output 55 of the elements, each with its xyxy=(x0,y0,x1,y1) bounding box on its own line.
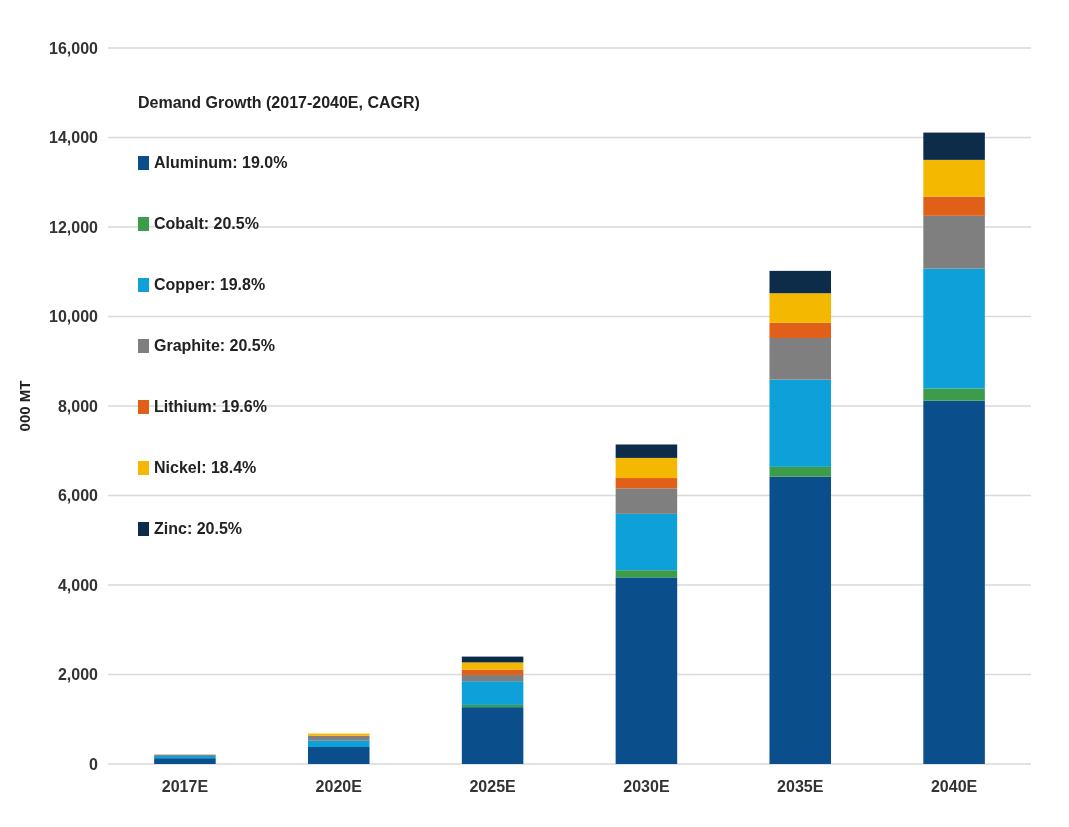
y-tick-label: 16,000 xyxy=(49,39,99,57)
legend-label: Cobalt: 20.5% xyxy=(154,215,259,232)
bar xyxy=(769,322,832,338)
bar xyxy=(615,513,678,571)
bar xyxy=(923,215,985,269)
y-tick-label: 6,000 xyxy=(57,487,99,505)
bar xyxy=(615,478,678,489)
bar xyxy=(923,196,985,216)
bar xyxy=(615,577,678,764)
bar xyxy=(461,669,524,675)
bar xyxy=(769,270,832,294)
bar xyxy=(461,707,524,764)
legend-label: Copper: 19.8% xyxy=(154,276,266,293)
y-tick-label: 4,000 xyxy=(57,576,99,594)
legend-label: Lithium: 19.6% xyxy=(154,398,267,415)
x-tick-label: 2035E xyxy=(777,778,824,795)
y-tick-label: 2,000 xyxy=(57,666,99,684)
y-tick-label: 10,000 xyxy=(49,308,99,326)
bar xyxy=(461,681,524,705)
bar xyxy=(307,735,370,741)
x-tick-label: 2025E xyxy=(469,778,517,795)
bar xyxy=(923,268,985,389)
bar xyxy=(923,159,985,197)
bar xyxy=(307,733,370,736)
bar xyxy=(615,457,678,479)
legend-label: Graphite: 20.5% xyxy=(154,337,275,354)
bar xyxy=(769,466,832,477)
y-tick-label: 14,000 xyxy=(49,129,99,147)
bar xyxy=(769,379,832,467)
bar xyxy=(769,337,832,380)
bar xyxy=(307,740,370,747)
bar xyxy=(769,293,832,323)
y-tick-label: 8,000 xyxy=(57,397,99,415)
x-tick-label: 2017E xyxy=(161,778,209,795)
bar xyxy=(923,400,985,764)
bar xyxy=(307,747,370,764)
legend-title: Demand Growth (2017-2040E, CAGR) xyxy=(138,94,420,111)
bar xyxy=(461,674,524,682)
bar xyxy=(615,488,678,514)
x-tick-label: 2030E xyxy=(623,778,670,795)
bar xyxy=(923,132,985,160)
bar xyxy=(615,570,678,578)
y-axis-title: 000 MT xyxy=(16,380,33,432)
y-tick-label: 0 xyxy=(89,755,99,773)
legend-label: Aluminum: 19.0% xyxy=(154,154,288,171)
bar xyxy=(461,662,524,670)
legend-label: Nickel: 18.4% xyxy=(154,459,257,476)
bar xyxy=(923,388,985,401)
legend-label: Zinc: 20.5% xyxy=(154,520,243,537)
y-tick-label: 12,000 xyxy=(49,218,99,236)
bar xyxy=(154,758,216,764)
x-tick-label: 2020E xyxy=(315,778,363,795)
bar xyxy=(769,476,832,764)
bar xyxy=(615,444,678,458)
x-tick-label: 2040E xyxy=(930,778,978,795)
